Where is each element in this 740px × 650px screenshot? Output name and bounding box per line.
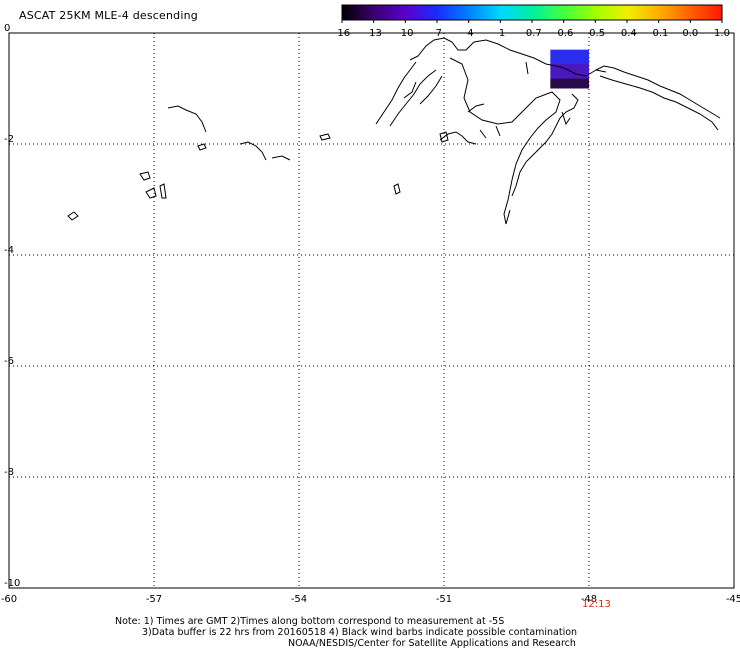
x-tick-label: -48 xyxy=(581,594,597,605)
data-cell xyxy=(550,78,589,89)
coastline-left-fragment-2 xyxy=(239,141,291,161)
x-tick-label: -60 xyxy=(1,594,17,605)
colorbar-gradient xyxy=(341,4,723,21)
colorbar: -16 -13 -10 -7 -4 -1 -0.7 -0.6 -0.5 -0.4 -0.1 0.0 1.… xyxy=(334,4,730,39)
y-tick-label: -6 xyxy=(4,356,14,367)
note-line-2: 3)Data buffer is 22 hrs from 20160518 4)… xyxy=(142,627,578,638)
coastline-islands-west xyxy=(375,61,443,127)
x-tick-label: -57 xyxy=(146,594,162,605)
y-tick-label: 0 xyxy=(4,23,10,34)
coastline-left-fragment-1 xyxy=(167,105,207,133)
plot-frame xyxy=(8,32,735,589)
coastline-amapa xyxy=(409,37,607,77)
time-label: 12:13 xyxy=(582,599,611,610)
coastline-east xyxy=(595,65,721,119)
island-4 xyxy=(159,183,167,199)
coastline-outline xyxy=(67,37,721,225)
coastline-east-lower xyxy=(599,75,719,131)
x-tick-label: -45 xyxy=(726,594,740,605)
y-tick-label: -4 xyxy=(4,245,14,256)
island-6 xyxy=(319,133,331,141)
coastline-para xyxy=(511,93,579,197)
island-3 xyxy=(145,187,157,199)
island-8 xyxy=(439,131,449,143)
data-cells xyxy=(550,49,589,89)
y-tick-label: -8 xyxy=(4,467,14,478)
coastline-marajo xyxy=(449,57,561,225)
island-1 xyxy=(197,143,207,151)
x-tick-label: -54 xyxy=(291,594,307,605)
y-tick-label: -10 xyxy=(4,578,20,589)
chart-title: ASCAT 25KM MLE-4 descending xyxy=(19,9,198,22)
island-2 xyxy=(139,171,151,181)
note-line-1: Note: 1) Times are GMT 2)Times along bot… xyxy=(115,616,505,627)
axes: -60 -57 -54 -51 -48 -45 0 -2 -4 -6 -8 -10 xyxy=(1,23,740,605)
data-cell xyxy=(550,49,589,64)
river-channel xyxy=(439,103,501,145)
note-line-3: NOAA/NESDIS/Center for Satellite Applica… xyxy=(288,638,576,649)
coastline-small-inlet xyxy=(525,61,571,126)
y-tick-label: -2 xyxy=(4,134,14,145)
island-5 xyxy=(67,211,79,221)
x-tick-label: -51 xyxy=(436,594,452,605)
grid xyxy=(9,33,734,588)
island-7 xyxy=(393,183,401,195)
